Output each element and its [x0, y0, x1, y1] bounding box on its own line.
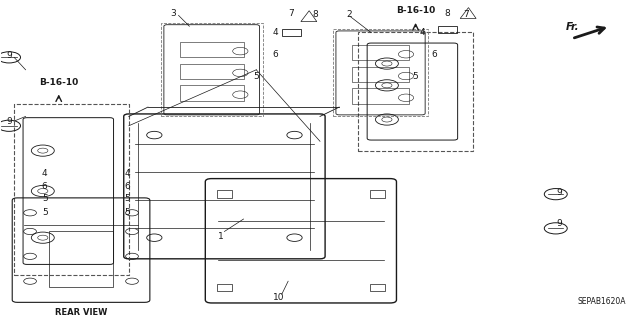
- Text: 10: 10: [273, 293, 284, 302]
- Text: 5: 5: [125, 208, 131, 217]
- Text: 4: 4: [419, 28, 425, 37]
- Bar: [352, 67, 409, 82]
- Text: 5: 5: [42, 194, 47, 203]
- Text: REAR VIEW: REAR VIEW: [55, 308, 108, 317]
- Text: 8: 8: [312, 10, 318, 19]
- Text: 9: 9: [556, 219, 562, 228]
- Text: B-16-10: B-16-10: [396, 6, 435, 15]
- Text: 9: 9: [6, 51, 12, 60]
- Bar: [180, 85, 244, 101]
- Text: 1: 1: [218, 232, 224, 241]
- Text: SEPAB1620A: SEPAB1620A: [577, 297, 626, 306]
- Text: 6: 6: [125, 182, 131, 191]
- Bar: [333, 29, 428, 116]
- Text: 5: 5: [413, 72, 419, 81]
- Text: 2: 2: [346, 10, 351, 19]
- Text: 6: 6: [432, 50, 438, 59]
- Text: 7: 7: [464, 10, 469, 19]
- Text: 5: 5: [42, 208, 47, 217]
- Bar: [14, 104, 129, 275]
- Text: 8: 8: [445, 9, 451, 18]
- Text: 3: 3: [171, 9, 176, 18]
- Bar: [352, 45, 409, 61]
- Text: B-16-10: B-16-10: [39, 78, 78, 87]
- Bar: [358, 33, 473, 151]
- Bar: [217, 284, 232, 291]
- Bar: [217, 190, 232, 198]
- Bar: [161, 23, 262, 116]
- Bar: [180, 42, 244, 57]
- Bar: [352, 88, 409, 104]
- Text: 9: 9: [6, 116, 12, 126]
- Text: 6: 6: [273, 50, 278, 59]
- Text: 9: 9: [556, 188, 562, 197]
- Bar: [438, 26, 457, 33]
- Text: 7: 7: [289, 9, 294, 18]
- Text: 6: 6: [42, 182, 47, 191]
- Text: 4: 4: [42, 169, 47, 178]
- Text: 4: 4: [125, 169, 131, 178]
- Bar: [180, 63, 244, 79]
- Bar: [49, 232, 113, 287]
- Text: 5: 5: [253, 72, 259, 81]
- Bar: [282, 29, 301, 36]
- Text: 5: 5: [125, 194, 131, 203]
- Text: 4: 4: [273, 28, 278, 37]
- Text: Fr.: Fr.: [565, 22, 579, 33]
- Bar: [370, 284, 385, 291]
- Bar: [370, 190, 385, 198]
